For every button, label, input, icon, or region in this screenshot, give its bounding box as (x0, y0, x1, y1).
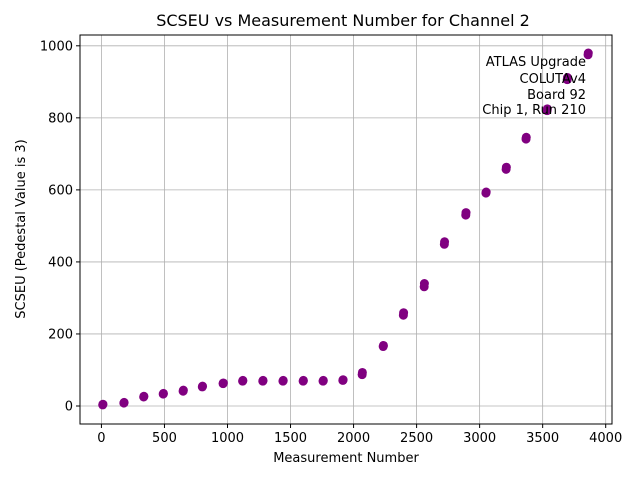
data-point (521, 132, 531, 142)
data-point (562, 73, 572, 83)
data-points (98, 48, 593, 410)
x-tick-label: 500 (152, 431, 177, 446)
y-tick-label: 0 (65, 399, 73, 414)
x-tick-label: 1000 (211, 431, 244, 446)
x-axis-label: Measurement Number (273, 451, 419, 466)
data-point (258, 375, 268, 385)
y-tick-label: 600 (48, 183, 73, 198)
data-point (238, 375, 248, 385)
data-point (357, 367, 367, 377)
data-point (501, 162, 511, 172)
y-tick-label: 200 (48, 327, 73, 342)
plot-frame (79, 34, 613, 425)
x-tick-label: 1500 (274, 431, 307, 446)
y-tick-label: 800 (48, 111, 73, 126)
x-tick-label: 2000 (337, 431, 370, 446)
chart-annotation: ATLAS Upgrade COLUTAv4 Board 92 Chip 1, … (482, 55, 586, 118)
x-tick-label: 2500 (400, 431, 433, 446)
data-point (198, 381, 208, 391)
data-point (542, 104, 552, 114)
data-point (178, 385, 188, 395)
x-tick-label: 4000 (589, 431, 622, 446)
data-point (461, 208, 471, 218)
annotation-line-4: Chip 1, Run 210 (482, 103, 586, 118)
data-point (481, 187, 491, 197)
x-tick-label: 3500 (526, 431, 559, 446)
data-point (399, 308, 409, 318)
data-point (98, 399, 108, 409)
data-point (158, 388, 168, 398)
y-axis-label: SCSEU (Pedestal Value is 3) (14, 139, 29, 318)
y-tick-label: 1000 (40, 39, 73, 54)
data-point (298, 375, 308, 385)
x-tick-label: 3000 (463, 431, 496, 446)
data-point (318, 375, 328, 385)
data-point (419, 279, 429, 289)
x-tick-label: 0 (97, 431, 105, 446)
data-point (583, 48, 593, 58)
annotation-line-3: Board 92 (527, 88, 586, 103)
grid-lines (80, 35, 612, 424)
data-point (119, 397, 129, 407)
data-point (440, 237, 450, 247)
chart-title: SCSEU vs Measurement Number for Channel … (156, 11, 530, 30)
annotation-line-1: ATLAS Upgrade (486, 55, 586, 70)
data-point (338, 375, 348, 385)
y-tick-label: 400 (48, 255, 73, 270)
data-point (378, 340, 388, 350)
annotation-line-2: COLUTAv4 (520, 72, 586, 87)
data-point (218, 378, 228, 388)
axis-ticks: 0 500 1000 1500 2000 2500 3000 3500 4000 0 200 400 6… (40, 39, 622, 446)
data-point (278, 375, 288, 385)
data-point (139, 391, 149, 401)
